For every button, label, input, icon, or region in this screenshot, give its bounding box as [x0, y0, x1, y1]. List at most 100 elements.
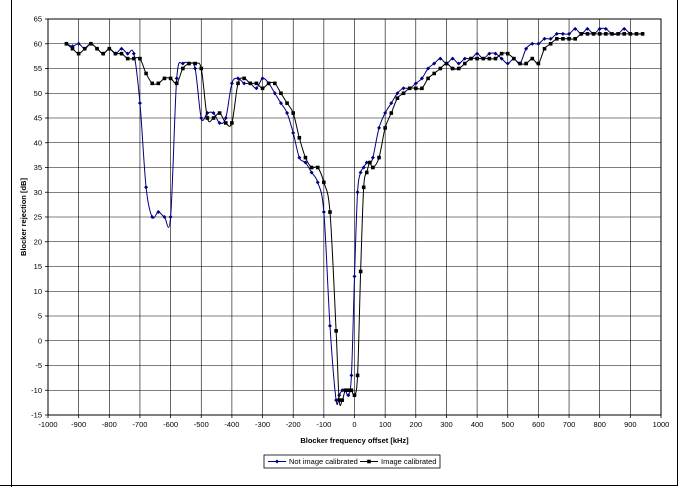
x-tick-label: 0 [352, 420, 356, 429]
data-point [383, 126, 387, 130]
data-point [450, 56, 455, 61]
data-point [168, 215, 173, 219]
data-point [567, 31, 572, 36]
data-point [389, 111, 394, 115]
x-tick-label: 900 [624, 420, 637, 429]
y-axis-title: Blocker rejection [dB] [19, 178, 28, 256]
data-point [229, 81, 234, 86]
data-point [524, 61, 528, 66]
data-point [193, 66, 198, 71]
data-point [493, 51, 498, 56]
data-point [248, 81, 253, 86]
data-point [174, 81, 179, 86]
data-point [217, 111, 222, 115]
data-point [76, 51, 81, 56]
data-point [352, 274, 357, 279]
data-point [236, 81, 240, 86]
data-point [364, 170, 369, 175]
data-point [303, 155, 308, 160]
data-point [371, 165, 375, 170]
data-point [352, 393, 357, 397]
data-point [217, 120, 222, 125]
data-point [193, 61, 197, 66]
x-tick-label: -500 [194, 420, 209, 429]
data-point [554, 37, 559, 41]
data-point [622, 32, 627, 36]
y-tick-label: 0 [38, 336, 42, 345]
data-point [493, 56, 498, 61]
data-point [364, 160, 369, 165]
data-point [548, 41, 553, 46]
data-point [70, 46, 75, 51]
data-point [340, 388, 345, 393]
data-point [579, 32, 584, 36]
x-tick-label: 500 [501, 420, 514, 429]
data-point [355, 373, 360, 378]
data-point [640, 32, 645, 36]
data-point [223, 116, 228, 120]
data-point [536, 61, 541, 66]
data-point [64, 41, 69, 46]
x-tick-label: -400 [224, 420, 239, 429]
data-point [137, 101, 142, 106]
data-point [419, 76, 424, 81]
data-point [561, 37, 565, 41]
data-point [125, 51, 130, 56]
data-point [254, 81, 259, 86]
data-point [285, 101, 289, 105]
data-point [82, 46, 87, 51]
data-point [634, 32, 639, 36]
data-point [95, 46, 99, 51]
data-point [266, 81, 271, 86]
data-point [174, 76, 179, 81]
data-point [297, 136, 302, 140]
y-tick-label: 20 [34, 237, 42, 246]
data-point [414, 86, 418, 91]
x-tick-label: -800 [102, 420, 117, 429]
y-tick-label: 60 [34, 39, 42, 48]
x-tick-label: -700 [132, 420, 147, 429]
x-tick-label: 600 [532, 420, 545, 429]
data-point [138, 56, 142, 61]
data-point [211, 116, 216, 120]
data-point [131, 51, 136, 56]
data-point [303, 160, 308, 165]
legend-item-not-image-calibrated: Not image calibrated [268, 457, 358, 466]
data-point [278, 101, 283, 106]
data-point [328, 210, 332, 214]
data-point [334, 329, 338, 333]
data-point [291, 130, 296, 135]
data-point [475, 56, 479, 61]
data-point [144, 71, 148, 76]
legend-label-not-image-calibrated: Not image calibrated [289, 457, 358, 466]
data-point [260, 86, 265, 91]
x-tick-label: -900 [71, 420, 86, 429]
data-point [101, 51, 105, 56]
data-point [542, 36, 547, 41]
data-point [438, 56, 443, 61]
legend-label-image-calibrated: Image calibrated [381, 457, 436, 466]
data-point [573, 37, 577, 41]
data-point [487, 56, 492, 61]
legend-item-image-calibrated: Image calibrated [360, 457, 436, 466]
data-point [518, 61, 522, 66]
data-point [383, 111, 388, 116]
data-point [560, 31, 565, 36]
left-border-rule [11, 0, 12, 487]
data-point [407, 86, 412, 91]
data-point [591, 32, 596, 36]
data-point [321, 210, 326, 215]
y-tick-label: 30 [34, 188, 42, 197]
data-point [610, 32, 614, 36]
x-tick-label: 700 [563, 420, 576, 429]
data-point [481, 56, 486, 61]
data-point [107, 46, 112, 51]
data-point [349, 373, 354, 378]
x-tick-label: 100 [379, 420, 392, 429]
data-point [144, 185, 149, 190]
data-point [76, 41, 81, 46]
y-tick-labels: -15 -10 -5 0 5 10 15 20 25 30 35 40 45 50 55 60 65 [31, 15, 48, 420]
data-point [530, 56, 535, 61]
data-point [450, 66, 455, 71]
data-point [119, 51, 124, 56]
